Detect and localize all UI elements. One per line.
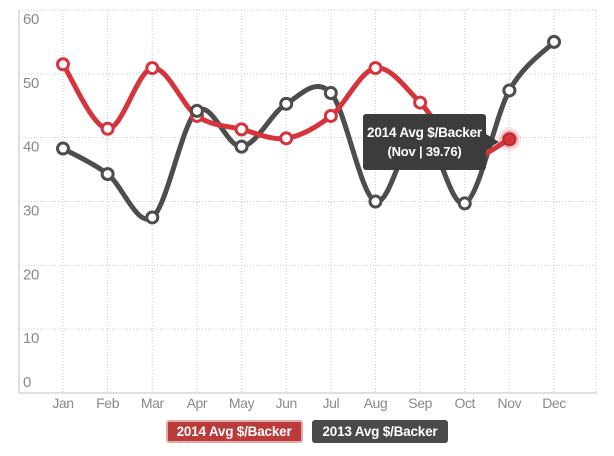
x-axis-month-label: Dec (542, 395, 566, 411)
x-axis-month-label: May (229, 395, 255, 411)
y-axis-tick-label: 20 (23, 266, 39, 283)
legend-item-label: 2014 Avg $/Backer (176, 424, 292, 439)
data-point-2013-feb[interactable] (100, 167, 115, 182)
x-axis-month-label: Apr (187, 395, 208, 411)
data-point-2014-feb[interactable] (100, 121, 115, 136)
y-axis-tick-label: 60 (23, 11, 39, 28)
x-axis-month-label: Feb (96, 395, 120, 411)
tooltip: 2014 Avg $/Backer (Nov | 39.76) (363, 114, 499, 170)
line-chart[interactable]: 0 10 20 30 40 50 60 Jan Feb Mar Apr May Jun Jul Aug Sep… (0, 0, 614, 415)
legend: 2014 Avg $/Backer 2013 Avg $/Backer (0, 420, 614, 443)
data-point-2013-nov[interactable] (502, 83, 517, 98)
data-point-2013-oct[interactable] (457, 196, 472, 211)
data-point-2014-nov-highlighted[interactable] (502, 132, 517, 147)
x-axis-month-label: Jul (322, 395, 339, 411)
data-point-2013-aug[interactable] (368, 194, 383, 209)
y-axis-tick-label: 40 (23, 139, 39, 156)
data-point-2013-jul[interactable] (323, 85, 338, 100)
x-axis-month-label: Mar (141, 395, 165, 411)
data-point-2014-jul[interactable] (323, 108, 338, 123)
data-point-2013-jun[interactable] (279, 96, 294, 111)
x-axis-month-label: Nov (498, 395, 522, 411)
data-point-2014-jan[interactable] (56, 57, 70, 72)
data-point-2013-mar[interactable] (145, 210, 160, 225)
x-axis-month-label: Aug (364, 395, 388, 411)
x-axis-month-label: Oct (454, 395, 475, 411)
y-axis-tick-label: 30 (23, 203, 39, 220)
data-point-2014-may[interactable] (234, 122, 249, 137)
legend-item-label: 2013 Avg $/Backer (322, 424, 438, 439)
y-axis-tick-label: 50 (23, 75, 39, 92)
legend-item-2014[interactable]: 2014 Avg $/Backer (165, 420, 303, 443)
data-point-2014-jun[interactable] (279, 131, 294, 146)
tooltip-series-title: 2014 Avg $/Backer (367, 125, 482, 140)
x-axis-month-label: Jan (52, 395, 73, 411)
data-point-2014-sep[interactable] (413, 95, 428, 110)
data-point-2014-mar[interactable] (145, 61, 160, 76)
legend-item-2013[interactable]: 2013 Avg $/Backer (311, 420, 449, 443)
y-axis-tick-label: 10 (23, 330, 39, 347)
tooltip-arrow-icon (486, 134, 499, 150)
data-point-2013-may[interactable] (234, 139, 249, 154)
data-point-2013-apr[interactable] (189, 103, 204, 118)
data-point-2014-aug[interactable] (368, 61, 383, 76)
tooltip-value: (Nov | 39.76) (387, 144, 462, 159)
x-axis-month-label: Sep (408, 395, 432, 411)
x-axis-month-label: Jun (276, 395, 297, 411)
data-point-2013-dec[interactable] (547, 34, 562, 49)
y-axis-tick-label: 0 (23, 374, 31, 391)
data-point-2013-jan[interactable] (56, 141, 70, 156)
